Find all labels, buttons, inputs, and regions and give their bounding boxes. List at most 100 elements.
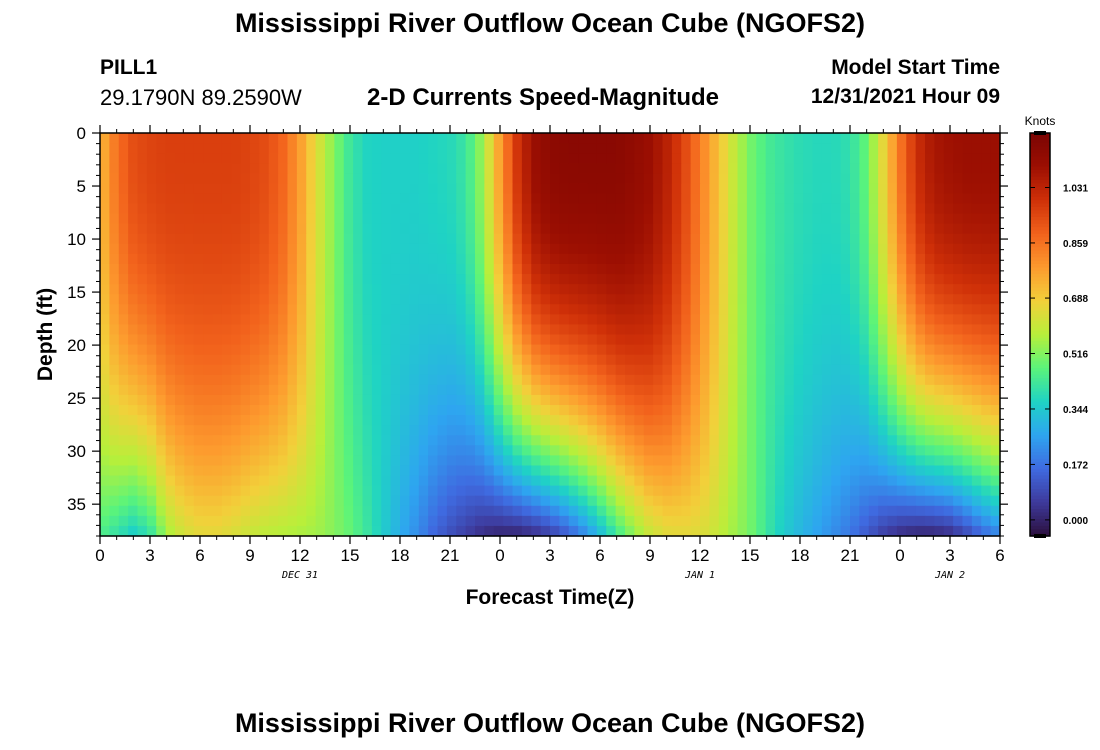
heatmap-cell <box>175 193 185 205</box>
heatmap-cell <box>634 405 645 416</box>
heatmap-cell <box>746 304 757 315</box>
heatmap-cell <box>418 334 429 346</box>
heatmap-cell <box>296 515 307 527</box>
heatmap-cell <box>109 525 120 537</box>
heatmap-cell <box>521 163 532 174</box>
heatmap-cell <box>165 374 176 386</box>
heatmap-cell <box>343 284 354 295</box>
heatmap-cell <box>409 173 420 184</box>
heatmap-cell <box>296 294 307 305</box>
heatmap-cell <box>315 143 326 154</box>
heatmap-cell <box>128 374 139 386</box>
heatmap-cell <box>259 465 270 477</box>
heatmap-cell <box>671 505 682 517</box>
heatmap-cell <box>175 515 185 527</box>
heatmap-cell <box>503 415 514 426</box>
heatmap-cell <box>925 505 935 517</box>
heatmap-cell <box>803 223 814 235</box>
heatmap-cell <box>334 445 345 456</box>
heatmap-cell <box>437 344 448 356</box>
heatmap-cell <box>831 253 842 265</box>
heatmap-cell <box>840 405 851 416</box>
heatmap-cell <box>990 143 1001 154</box>
heatmap-cell <box>231 133 242 144</box>
heatmap-cell <box>906 525 917 537</box>
heatmap-cell <box>943 213 954 225</box>
heatmap-cell <box>118 505 129 517</box>
heatmap-cell <box>353 304 364 315</box>
heatmap-cell <box>381 213 392 225</box>
heatmap-cell <box>446 455 457 467</box>
heatmap-cell <box>831 173 842 184</box>
heatmap-cell <box>934 485 945 497</box>
heatmap-cell <box>512 314 523 326</box>
heatmap-cell <box>268 405 279 416</box>
heatmap-cell <box>165 455 176 467</box>
heatmap-cell <box>793 475 804 487</box>
heatmap-cell <box>850 233 860 245</box>
heatmap-cell <box>653 213 664 225</box>
heatmap-cell <box>193 374 204 386</box>
heatmap-cell <box>475 143 485 154</box>
heatmap-cell <box>100 314 110 326</box>
heatmap-cell <box>568 435 579 446</box>
heatmap-cell <box>812 213 823 225</box>
heatmap-cell <box>662 425 673 436</box>
heatmap-cell <box>231 334 242 346</box>
heatmap-cell <box>596 374 607 386</box>
heatmap-cell <box>887 445 898 456</box>
heatmap-cell <box>278 495 289 507</box>
heatmap-cell <box>700 384 710 396</box>
heatmap-cell <box>193 354 204 366</box>
heatmap-cell <box>784 525 795 537</box>
heatmap-cell <box>606 153 617 164</box>
heatmap-cell <box>681 505 692 517</box>
heatmap-cell <box>193 314 204 326</box>
heatmap-cell <box>100 324 110 336</box>
heatmap-cell <box>287 304 298 315</box>
heatmap-cell <box>587 263 598 275</box>
heatmap-cell <box>840 354 851 366</box>
heatmap-cell <box>306 324 317 336</box>
colorbar-cell <box>1030 139 1050 144</box>
heatmap-cell <box>953 203 964 215</box>
heatmap-cell <box>390 435 401 446</box>
heatmap-cell <box>193 133 204 144</box>
heatmap-cell <box>268 274 279 285</box>
heatmap-cell <box>221 394 232 406</box>
heatmap-cell <box>990 133 1001 144</box>
heatmap-cell <box>418 203 429 215</box>
heatmap-cell <box>718 203 729 215</box>
heatmap-cell <box>756 294 767 305</box>
heatmap-cell <box>925 495 935 507</box>
heatmap-cell <box>362 133 373 144</box>
heatmap-cell <box>465 505 476 517</box>
heatmap-cell <box>156 485 167 497</box>
heatmap-cell <box>812 193 823 205</box>
heatmap-cell <box>540 304 551 315</box>
heatmap-cell <box>250 465 260 477</box>
heatmap-cell <box>615 173 626 184</box>
heatmap-cell <box>821 455 832 467</box>
heatmap-cell <box>671 304 682 315</box>
heatmap-cell <box>596 314 607 326</box>
colorbar-cell <box>1030 368 1050 373</box>
heatmap-cell <box>343 495 354 507</box>
heatmap-cell <box>831 505 842 517</box>
heatmap-cell <box>428 143 439 154</box>
heatmap-cell <box>587 183 598 195</box>
colorbar-cell <box>1030 492 1050 497</box>
heatmap-cell <box>221 465 232 477</box>
heatmap-cell <box>981 153 992 164</box>
heatmap-cell <box>212 394 223 406</box>
colorbar-cell <box>1030 310 1050 315</box>
heatmap-cell <box>100 294 110 305</box>
heatmap-cell <box>437 173 448 184</box>
heatmap-cell <box>437 203 448 215</box>
heatmap-cell <box>146 425 157 436</box>
heatmap-cell <box>531 445 542 456</box>
heatmap-cell <box>784 243 795 255</box>
heatmap-cell <box>334 525 345 537</box>
heatmap-cell <box>550 394 560 406</box>
heatmap-cell <box>859 455 870 467</box>
